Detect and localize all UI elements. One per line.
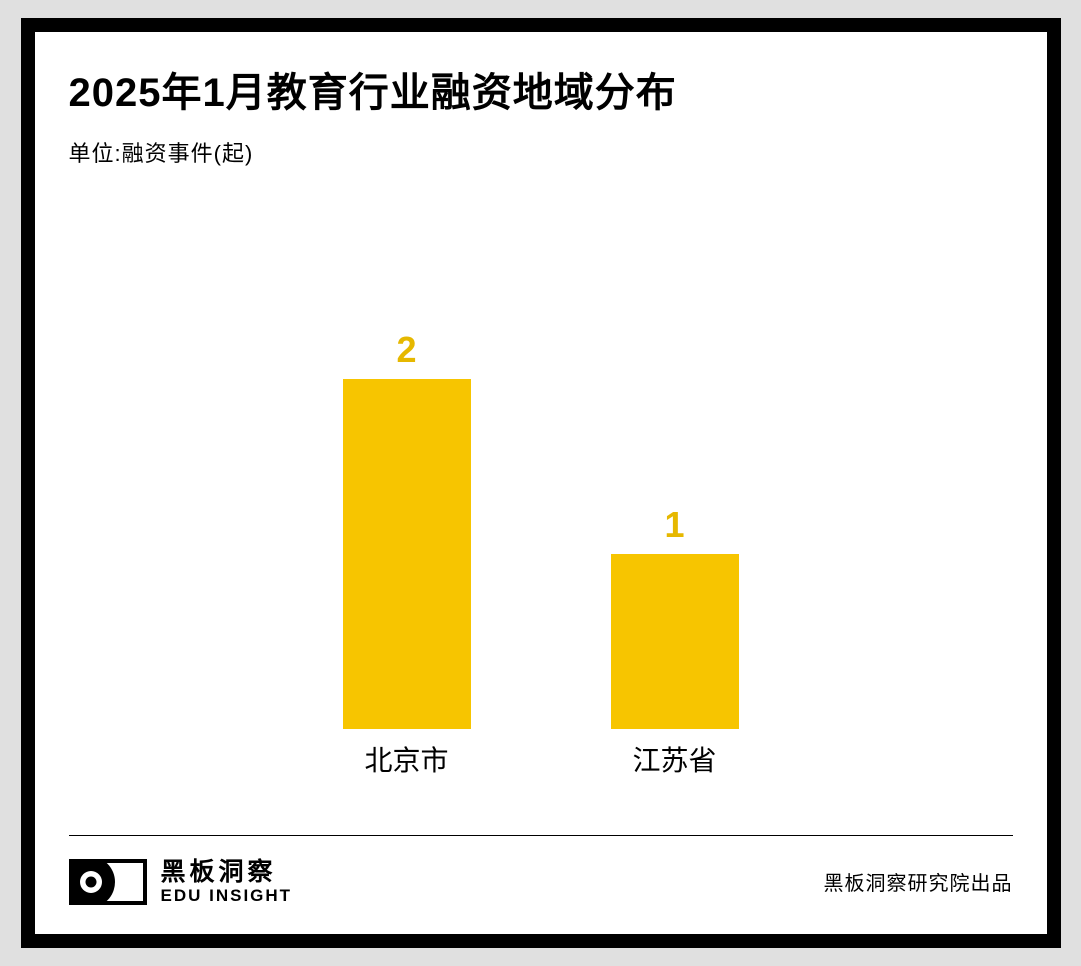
credit-text: 黑板洞察研究院出品 [824, 867, 1013, 896]
header: 2025年1月教育行业融资地域分布 单位:融资事件(起) [69, 60, 1013, 168]
bar-group: 2 北京市 [343, 329, 471, 779]
eye-logo-icon [69, 859, 147, 905]
bar-group: 1 江苏省 [611, 504, 739, 779]
logo-text: 黑板洞察 EDU INSIGHT [161, 858, 293, 906]
chart-subtitle: 单位:融资事件(起) [69, 136, 1013, 168]
bar-label: 江苏省 [632, 739, 716, 779]
logo-block: 黑板洞察 EDU INSIGHT [69, 858, 293, 906]
logo-en: EDU INSIGHT [161, 886, 293, 906]
chart-title: 2025年1月教育行业融资地域分布 [69, 60, 1013, 118]
chart-plot-area: 2 北京市 1 江苏省 [69, 208, 1013, 829]
bar-label: 北京市 [364, 739, 448, 779]
chart-card: 2025年1月教育行业融资地域分布 单位:融资事件(起) 2 北京市 1 江苏省 黑板… [21, 18, 1061, 948]
bar-value: 2 [396, 329, 416, 371]
logo-cn: 黑板洞察 [161, 858, 293, 887]
footer: 黑板洞察 EDU INSIGHT 黑板洞察研究院出品 [69, 836, 1013, 914]
bar-value: 1 [664, 504, 684, 546]
bar [343, 379, 471, 729]
bar [611, 554, 739, 729]
